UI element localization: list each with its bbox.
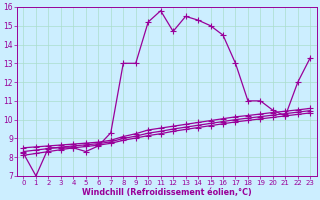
X-axis label: Windchill (Refroidissement éolien,°C): Windchill (Refroidissement éolien,°C) — [82, 188, 252, 197]
